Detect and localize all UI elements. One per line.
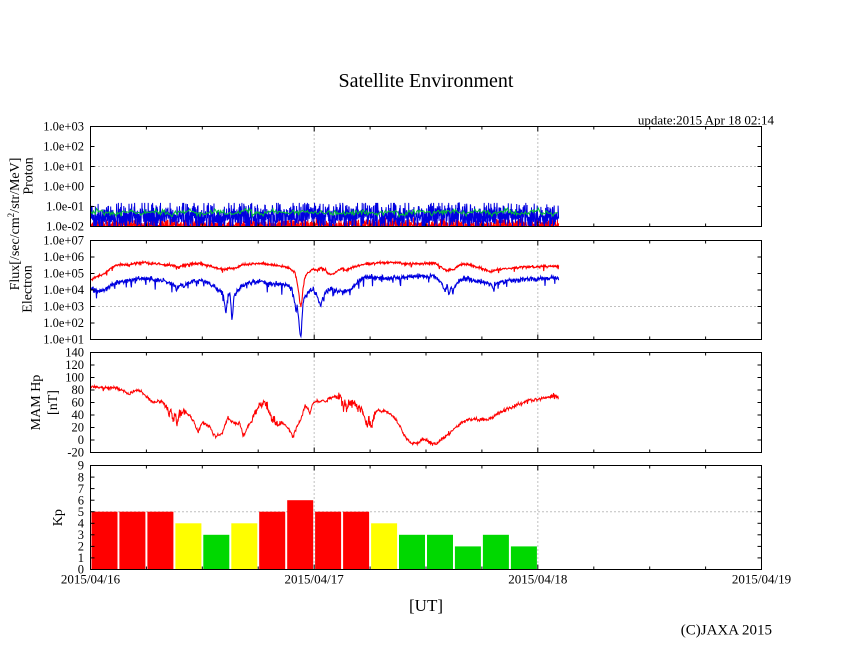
svg-text:1.0e-01: 1.0e-01	[46, 200, 84, 214]
svg-text:40: 40	[72, 408, 85, 422]
svg-text:20: 20	[72, 421, 85, 435]
svg-text:1: 1	[78, 551, 84, 565]
svg-text:9: 9	[78, 459, 84, 473]
svg-text:[UT]: [UT]	[409, 596, 443, 615]
svg-text:1.0e+02: 1.0e+02	[43, 316, 84, 330]
svg-text:1.0e+01: 1.0e+01	[43, 160, 84, 174]
svg-text:7: 7	[78, 482, 84, 496]
svg-text:1.0e+05: 1.0e+05	[43, 267, 84, 281]
svg-text:1.0e+04: 1.0e+04	[43, 283, 84, 297]
svg-text:1.0e+06: 1.0e+06	[43, 250, 84, 264]
svg-text:3: 3	[78, 528, 84, 542]
svg-text:60: 60	[72, 396, 85, 410]
svg-text:1.0e+01: 1.0e+01	[43, 333, 84, 347]
svg-text:[nT]: [nT]	[46, 390, 61, 415]
svg-text:0: 0	[78, 563, 84, 577]
svg-text:-20: -20	[67, 446, 84, 460]
svg-text:(C)JAXA 2015: (C)JAXA 2015	[681, 623, 772, 639]
svg-text:4: 4	[78, 516, 85, 530]
svg-text:MAM Hp: MAM Hp	[29, 375, 44, 431]
svg-text:5: 5	[78, 505, 84, 519]
svg-text:1.0e+03: 1.0e+03	[43, 120, 84, 134]
svg-text:Electron: Electron	[21, 265, 36, 312]
svg-text:1.0e+00: 1.0e+00	[43, 180, 84, 194]
svg-text:8: 8	[78, 470, 84, 484]
svg-text:100: 100	[65, 371, 84, 385]
svg-text:2015/04/16: 2015/04/16	[61, 572, 121, 587]
svg-text:Satellite Environment: Satellite Environment	[339, 70, 514, 92]
svg-text:1.0e+03: 1.0e+03	[43, 300, 84, 314]
svg-text:Flux[/sec/cm2/str/MeV]: Flux[/sec/cm2/str/MeV]	[6, 158, 23, 291]
svg-text:140: 140	[65, 346, 84, 360]
svg-text:Kp: Kp	[51, 509, 66, 526]
svg-text:1.0e+02: 1.0e+02	[43, 140, 84, 154]
svg-text:2015/04/17: 2015/04/17	[285, 572, 345, 587]
svg-text:2015/04/18: 2015/04/18	[508, 572, 567, 587]
svg-text:1.0e+07: 1.0e+07	[43, 234, 84, 248]
svg-text:120: 120	[65, 358, 84, 372]
svg-text:0: 0	[78, 433, 84, 447]
svg-text:2015/04/19: 2015/04/19	[732, 572, 791, 587]
svg-text:6: 6	[78, 493, 84, 507]
svg-text:1.0e-02: 1.0e-02	[46, 220, 84, 234]
svg-text:80: 80	[72, 383, 85, 397]
svg-text:update:2015 Apr 18 02:14: update:2015 Apr 18 02:14	[638, 113, 775, 128]
svg-text:Proton: Proton	[22, 157, 37, 194]
svg-text:2: 2	[78, 540, 84, 554]
